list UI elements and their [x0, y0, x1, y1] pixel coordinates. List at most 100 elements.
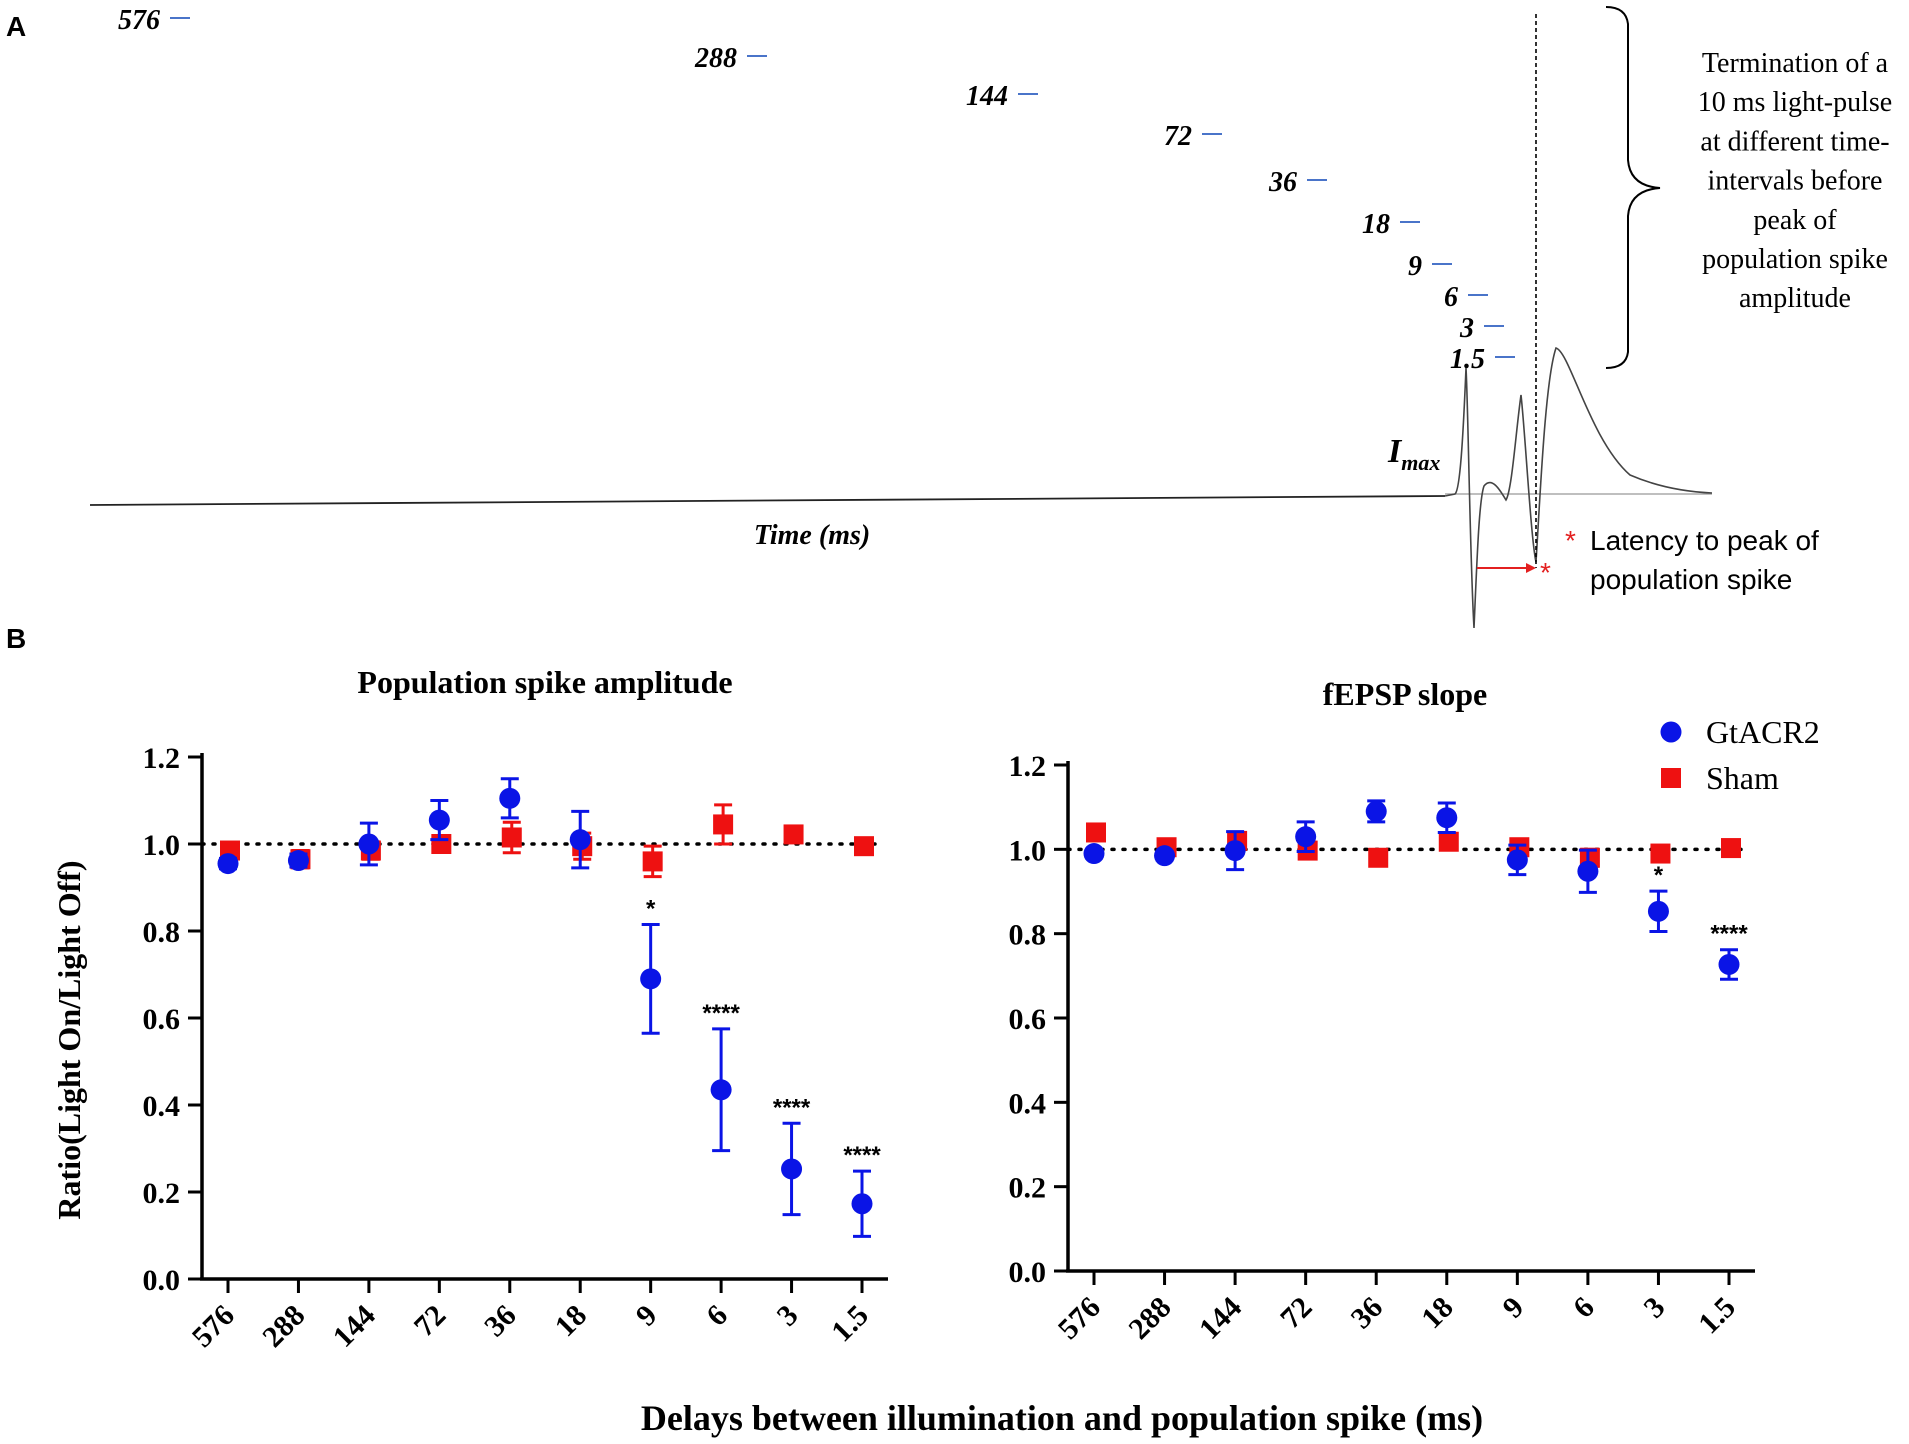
y-tick-label: 0.6	[1009, 1003, 1047, 1036]
gtacr2-point	[1718, 953, 1740, 975]
x-tick-label: 6	[1567, 1291, 1601, 1325]
panel-b: B Population spike amplitude 0.0 0.2 0.4 0.6…	[6, 623, 1820, 1438]
x-tick-label: 36	[1345, 1291, 1390, 1336]
latency-text-line-1: Latency to peak of	[1590, 525, 1819, 556]
y-tick-label: 0.0	[1009, 1256, 1047, 1289]
x-tick-label: 9	[630, 1299, 664, 1333]
bracket-text-line: intervals before	[1708, 166, 1883, 197]
delay-label: 576	[118, 5, 160, 36]
sham-point	[783, 824, 804, 845]
x-tick-label: 144	[1193, 1291, 1248, 1346]
y-axis-title: Ratio(Light On/Light Off)	[51, 860, 87, 1219]
bracket-description: Termination of a 10 ms light-pulse at diff…	[1698, 48, 1892, 314]
x-axis-title: Delays between illumination and populati…	[641, 1398, 1483, 1438]
x-tick-label: 3	[1637, 1291, 1671, 1325]
y-tick-label: 0.0	[143, 1264, 181, 1297]
significance-marker: ****	[773, 1094, 811, 1121]
significance-marker: ****	[702, 1000, 740, 1027]
x-tick-label: 18	[1415, 1291, 1460, 1336]
sham-point	[1438, 831, 1459, 852]
significance-marker: ****	[843, 1142, 881, 1169]
y-tick-label: 1.2	[143, 742, 181, 775]
y-tick-label: 0.4	[1009, 1087, 1047, 1120]
gtacr2-point	[499, 787, 521, 809]
x-tick-label: 144	[327, 1299, 382, 1354]
x-tick-label: 3	[771, 1299, 805, 1333]
x-tick-label: 72	[408, 1299, 453, 1344]
curly-bracket	[1605, 6, 1661, 369]
delay-label: 288	[694, 43, 737, 74]
chart-fepsp-slope: fEPSP slope 0.0 0.2 0.4 0.6 0.8 1.0 1.2 576 288 14…	[1009, 676, 1755, 1346]
baseline-trace	[89, 495, 1446, 506]
y-tick-label: 0.2	[1009, 1172, 1047, 1205]
legend-label: Sham	[1706, 760, 1779, 796]
x-tick-label: 1.5	[825, 1299, 875, 1349]
x-tick-label: 72	[1274, 1291, 1319, 1336]
y-tick-label: 1.0	[1009, 834, 1047, 867]
x-tick-label: 36	[478, 1299, 523, 1344]
latency-star-marker: *	[1540, 557, 1551, 588]
delay-label: 72	[1164, 121, 1192, 152]
x-tick-label: 576	[1052, 1291, 1107, 1346]
delay-label: 6	[1444, 282, 1458, 313]
gtacr2-point	[781, 1158, 803, 1180]
latency-legend-star: *	[1565, 525, 1576, 556]
gtacr2-point	[710, 1079, 732, 1101]
sham-point	[1368, 847, 1389, 868]
gtacr2-point	[428, 809, 450, 831]
chart-title: Population spike amplitude	[357, 664, 732, 700]
gtacr2-point	[217, 853, 239, 875]
delay-label: 36	[1268, 167, 1297, 198]
y-tick-label: 0.2	[143, 1177, 181, 1210]
gtacr2-point	[1506, 849, 1528, 871]
panel-b-label: B	[6, 623, 26, 654]
y-tick-label: 0.8	[143, 916, 181, 949]
delay-label: 144	[966, 81, 1008, 112]
y-tick-label: 1.0	[143, 829, 181, 862]
gtacr2-point	[640, 968, 662, 990]
x-tick-label: 6	[700, 1299, 734, 1333]
delay-label: 9	[1408, 251, 1422, 282]
gtacr2-point	[569, 829, 591, 851]
x-tick-label: 288	[256, 1299, 311, 1354]
y-tick-label: 0.6	[143, 1003, 181, 1036]
sham-point	[854, 836, 874, 857]
bracket-text-line: population spike	[1702, 244, 1888, 275]
x-tick-label: 1.5	[1692, 1291, 1742, 1341]
sham-point	[1650, 843, 1671, 864]
x-tick-label: 9	[1496, 1291, 1530, 1325]
x-tick-label: 18	[549, 1299, 594, 1344]
bracket-text-line: Termination of a	[1702, 48, 1889, 79]
legend-label: GtACR2	[1706, 714, 1820, 750]
sham-point	[501, 827, 522, 848]
latency-text-line-2: population spike	[1590, 564, 1792, 595]
significance-marker: ****	[1710, 921, 1748, 948]
gtacr2-point	[1154, 845, 1176, 867]
delay-label: 1.5	[1450, 344, 1485, 375]
bracket-text-line: peak of	[1753, 205, 1837, 236]
y-tick-label: 0.8	[1009, 919, 1047, 952]
sham-point	[642, 851, 663, 872]
gtacr2-point	[1647, 900, 1669, 922]
gtacr2-point	[1083, 843, 1105, 865]
x-tick-label: 288	[1122, 1291, 1177, 1346]
chart-population-spike-amplitude: Population spike amplitude 0.0 0.2 0.4 0.6 0.…	[143, 664, 888, 1354]
latency-arrowhead	[1526, 563, 1536, 573]
legend: GtACR2 Sham	[1660, 714, 1820, 796]
gtacr2-point	[1295, 826, 1317, 848]
gtacr2-point	[1436, 807, 1458, 829]
significance-marker: *	[1654, 862, 1664, 889]
y-tick-label: 0.4	[143, 1090, 181, 1123]
gtacr2-point	[358, 833, 380, 855]
legend-marker-gtacr2	[1660, 721, 1682, 743]
evoked-waveform	[1444, 347, 1713, 629]
delay-label: 18	[1362, 209, 1390, 240]
gtacr2-point	[1577, 860, 1599, 882]
sham-point	[1721, 838, 1741, 859]
sham-point	[1086, 822, 1106, 843]
sham-point	[713, 814, 734, 835]
bracket-text-line: amplitude	[1739, 283, 1851, 314]
